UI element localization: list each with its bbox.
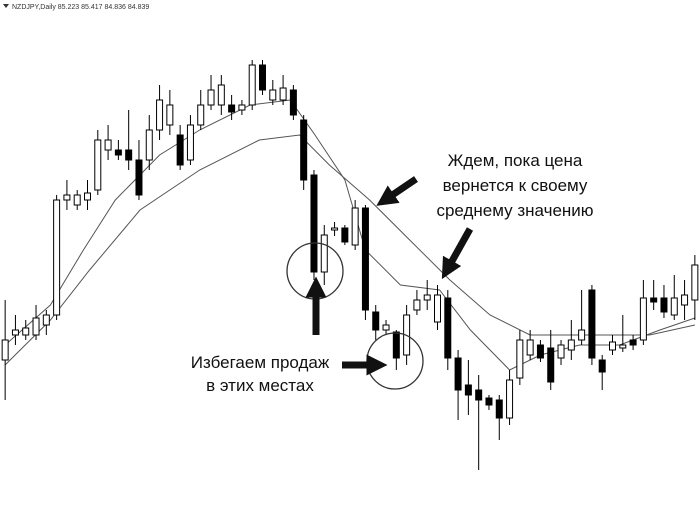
candle-body [619, 344, 627, 349]
candle-body [279, 87, 287, 101]
candle-body [228, 104, 236, 113]
candle-body [63, 194, 71, 201]
candle-body [186, 124, 194, 161]
candle-body [567, 339, 575, 351]
candle-body [320, 234, 328, 273]
chart-title: NZDJPY,Daily 85.223 85.417 84.836 84.839 [12, 4, 149, 11]
candle-body [94, 139, 102, 191]
candle-body [135, 159, 143, 196]
candle-body [361, 207, 369, 311]
candle-body [207, 89, 215, 106]
candle-body [660, 297, 668, 313]
candle-body [475, 389, 483, 401]
annotation-text: Избегаем продаж [191, 353, 330, 372]
candle-body [310, 174, 318, 273]
candles [1, 60, 699, 470]
candle-body [269, 89, 277, 101]
candle-body [238, 104, 246, 111]
candle-body [382, 324, 390, 331]
candle-body [423, 294, 431, 301]
candle-body [197, 104, 205, 126]
candle-body [32, 317, 40, 336]
annotation-text: вернется к своему [443, 176, 588, 195]
arrow [441, 227, 474, 280]
candle-body [536, 344, 544, 359]
candle-body [22, 327, 30, 336]
candle-body [495, 399, 503, 419]
candle-body [114, 149, 122, 156]
candle-body [351, 207, 359, 246]
candle-body [145, 129, 153, 161]
candle-body [73, 194, 81, 206]
candle-body [289, 89, 297, 116]
candle-body [42, 314, 50, 326]
candle-body [434, 294, 441, 323]
candle-body [248, 64, 256, 106]
candle-body [1, 339, 9, 361]
annotation-text: в этих местах [206, 376, 314, 395]
candle-body [454, 357, 462, 391]
candle-body [681, 294, 689, 306]
candle-body [372, 311, 380, 331]
candle-body [166, 104, 174, 126]
candle-body [464, 384, 472, 396]
candle-body [506, 379, 514, 419]
candle-body [557, 344, 565, 359]
candle-body [547, 347, 555, 383]
candle-body [609, 341, 616, 351]
candle-body [53, 199, 61, 316]
candle-body [639, 297, 647, 341]
candle-body [341, 227, 349, 243]
candle-body [217, 84, 225, 106]
candle-body [650, 297, 658, 303]
candle-body [259, 64, 266, 91]
annotation-text: Ждем, пока цена [448, 151, 583, 170]
candle-body [526, 339, 534, 356]
candle-body [84, 192, 91, 201]
candle-body [176, 134, 184, 166]
candle-body [392, 331, 400, 359]
candle-body [588, 289, 596, 359]
arrow [376, 176, 418, 206]
candle-body [485, 397, 493, 406]
menu-icon [3, 4, 9, 8]
candle-body [444, 297, 452, 359]
candle-body [300, 119, 308, 181]
candle-body [578, 329, 586, 341]
candle-body [691, 264, 699, 301]
candle-body [11, 329, 19, 336]
candle-body [331, 227, 339, 231]
candle-body [629, 339, 637, 346]
candle-body [104, 139, 112, 151]
candle-body [598, 359, 606, 373]
candle-body [670, 297, 678, 316]
candle-body [125, 149, 133, 161]
annotation-text: среднему значению [436, 201, 593, 220]
annotation-shapes [286, 176, 474, 390]
candle-body [516, 339, 524, 379]
candle-body [413, 299, 421, 311]
candle-body [156, 99, 164, 131]
